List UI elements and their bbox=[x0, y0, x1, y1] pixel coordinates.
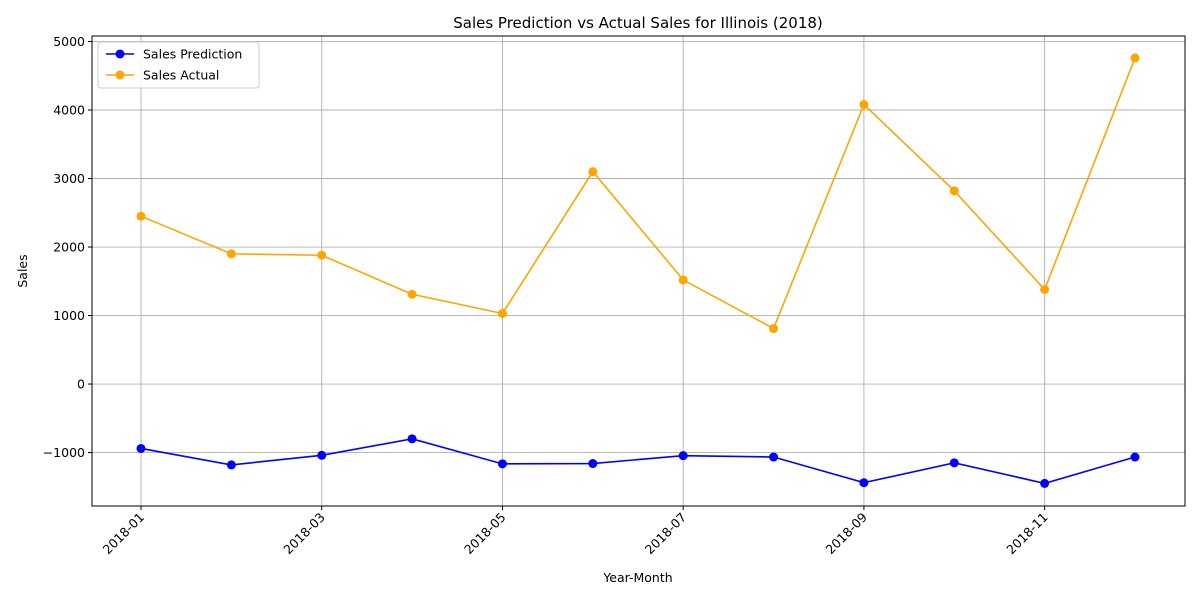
y-tick-label: 0 bbox=[77, 377, 85, 392]
point-sales-prediction bbox=[949, 458, 959, 468]
point-sales-prediction bbox=[588, 459, 598, 469]
point-sales-actual bbox=[226, 249, 236, 259]
legend-marker-sales-prediction bbox=[115, 49, 125, 59]
legend-label-sales-prediction: Sales Prediction bbox=[143, 47, 242, 62]
legend-box bbox=[97, 41, 260, 89]
point-sales-actual bbox=[317, 250, 327, 260]
point-sales-actual bbox=[497, 308, 507, 318]
point-sales-actual bbox=[678, 275, 688, 285]
legend: Sales Prediction Sales Actual bbox=[97, 41, 260, 89]
point-sales-prediction bbox=[226, 460, 236, 470]
point-sales-actual bbox=[949, 186, 959, 196]
x-axis-label: Year-Month bbox=[602, 570, 672, 585]
point-sales-prediction bbox=[317, 450, 327, 460]
point-sales-actual bbox=[769, 324, 779, 334]
point-sales-actual bbox=[407, 289, 417, 299]
point-sales-prediction bbox=[769, 452, 779, 462]
series-layer bbox=[136, 53, 1140, 488]
y-tick-label: 2000 bbox=[53, 240, 85, 255]
y-tick-label: 1000 bbox=[53, 308, 85, 323]
y-tick-label: −1000 bbox=[43, 445, 85, 460]
point-sales-prediction bbox=[136, 443, 146, 453]
point-sales-actual bbox=[859, 100, 869, 110]
point-sales-prediction bbox=[497, 459, 507, 469]
legend-marker-sales-actual bbox=[115, 70, 125, 80]
y-tick-label: 5000 bbox=[53, 34, 85, 49]
point-sales-actual bbox=[588, 167, 598, 177]
legend-label-sales-actual: Sales Actual bbox=[143, 68, 219, 83]
point-sales-prediction bbox=[859, 478, 869, 488]
point-sales-prediction bbox=[407, 434, 417, 444]
series-line-sales-actual bbox=[140, 57, 1136, 330]
point-sales-prediction bbox=[678, 451, 688, 461]
grid-layer bbox=[92, 36, 1185, 506]
point-sales-actual bbox=[1130, 53, 1140, 63]
y-axis-label: Sales bbox=[15, 254, 30, 287]
point-sales-prediction bbox=[1130, 452, 1140, 462]
y-tick-label: 4000 bbox=[53, 102, 85, 117]
point-sales-actual bbox=[1040, 284, 1050, 294]
chart-title: Sales Prediction vs Actual Sales for Ill… bbox=[453, 14, 823, 32]
plot-frame bbox=[91, 35, 1186, 507]
point-sales-actual bbox=[136, 211, 146, 221]
y-tick-label: 3000 bbox=[53, 171, 85, 186]
series-line-sales-prediction bbox=[140, 438, 1136, 485]
point-sales-prediction bbox=[1040, 478, 1050, 488]
